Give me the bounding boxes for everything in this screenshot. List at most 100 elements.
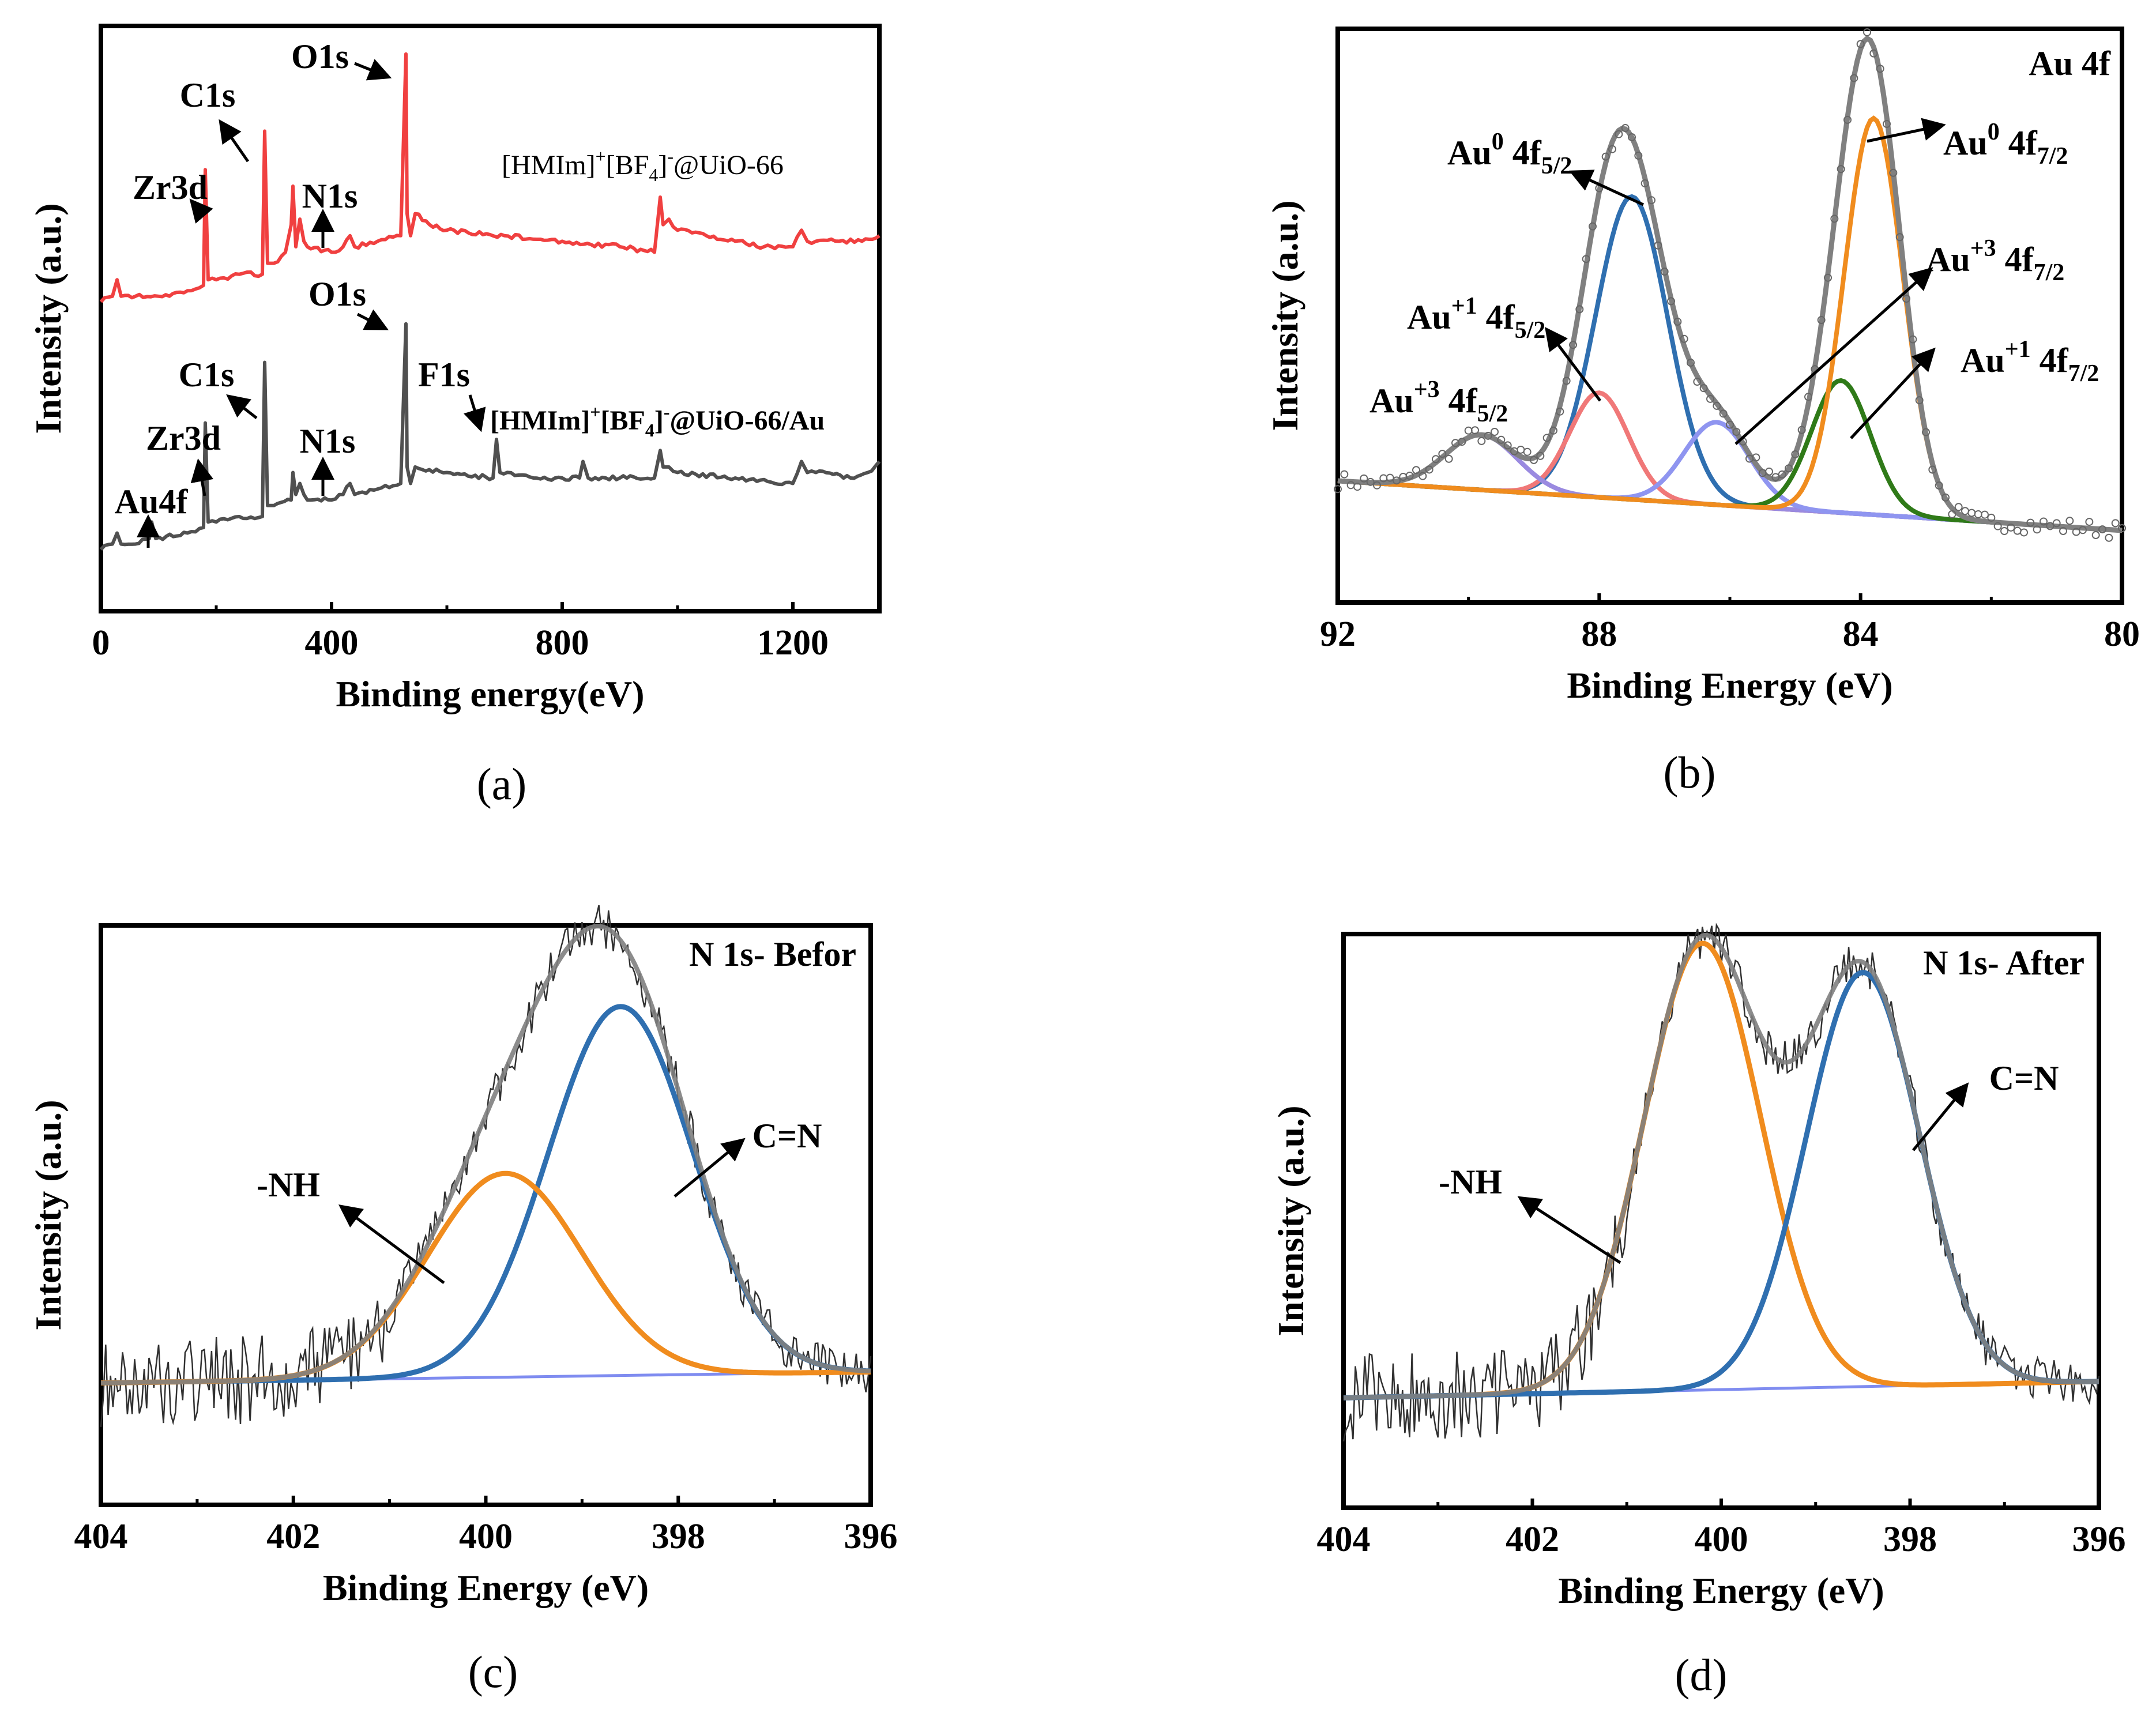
annotation-nh: -NH — [1439, 1163, 1502, 1201]
component-curve — [1337, 420, 2123, 533]
data-point — [1680, 334, 1688, 343]
arrow-o1s-black — [356, 309, 389, 330]
data-point — [1523, 447, 1532, 456]
data-point — [1987, 513, 1996, 522]
data-point — [1608, 145, 1616, 153]
data-point — [1444, 454, 1453, 463]
data-point — [2118, 524, 2126, 533]
data-point — [1393, 476, 1401, 485]
data-point — [1856, 40, 1865, 48]
data-point — [1386, 473, 1394, 482]
data-point — [1432, 455, 1440, 464]
data-point — [1405, 472, 1414, 480]
panel-d-n1s-after-chart: 404 402 400 398 396 Binding Energy (eV) Intens… — [1270, 923, 2126, 1611]
arrow-cn — [673, 1138, 746, 1198]
y-axis-label: Intensity (a.u.) — [1265, 200, 1305, 431]
data-point — [1928, 465, 1937, 474]
y-axis-label: Intensity (a.u.) — [28, 1100, 69, 1330]
x-tick-label: 404 — [74, 1517, 128, 1556]
data-point — [2079, 526, 2087, 534]
x-tick-label: 88 — [1581, 615, 1617, 654]
data-point — [1634, 151, 1643, 160]
data-point — [2059, 527, 2067, 536]
data-point — [1817, 316, 1826, 325]
caption-d: (d) — [1675, 1650, 1728, 1700]
x-tick-label: 80 — [2104, 615, 2140, 654]
data-point — [1981, 510, 1989, 519]
data-point — [2085, 518, 2094, 526]
data-point — [1713, 401, 1721, 410]
annotation-c1s-black: C1s — [179, 356, 235, 394]
annotation-au0-4f72: Au0 4f7/2 — [1943, 119, 2068, 170]
data-point — [1601, 152, 1610, 161]
x-tick-label: 398 — [652, 1517, 705, 1556]
arrow-c1s-red — [219, 119, 250, 163]
annotation-o1s-black: O1s — [308, 275, 366, 313]
data-point — [2091, 531, 2100, 540]
data-point — [1497, 435, 1506, 444]
data-point — [1863, 28, 1871, 36]
data-point — [1948, 510, 1956, 518]
envelope-curve — [1337, 35, 2123, 533]
chart-title: N 1s- After — [1923, 944, 2084, 982]
arrow-cn — [1912, 1082, 1969, 1151]
data-point — [1922, 428, 1930, 436]
data-point — [1954, 503, 1963, 511]
x-tick-label: 800 — [536, 623, 589, 662]
data-point — [1889, 168, 1898, 177]
data-point — [1366, 477, 1375, 486]
arrow-zr3d-red — [189, 198, 213, 224]
data-point — [1967, 509, 1976, 517]
data-point — [1438, 450, 1447, 458]
x-tick-label: 402 — [1506, 1520, 1559, 1559]
arrow-au1-4f72 — [1850, 347, 1936, 439]
data-point — [1824, 273, 1832, 282]
data-point — [1660, 268, 1669, 276]
data-point — [1530, 455, 1538, 464]
series-line-hmim-uio66 — [99, 52, 881, 303]
arrow-nh — [1517, 1196, 1621, 1264]
data-point — [2007, 523, 2015, 532]
data-point — [1993, 522, 2002, 530]
data-point — [1556, 407, 1564, 416]
data-point — [2046, 522, 2055, 530]
x-tick-label: 404 — [1317, 1520, 1371, 1559]
data-point — [1360, 474, 1368, 483]
chart-title: Au 4f — [2029, 44, 2111, 82]
data-point — [1458, 438, 1466, 446]
x-tick-label: 1200 — [757, 623, 829, 662]
data-point — [1491, 427, 1499, 436]
annotation-o1s-red: O1s — [291, 37, 349, 76]
envelope-curve — [101, 924, 871, 1386]
x-tick-label: 396 — [2072, 1520, 2126, 1559]
data-point — [1909, 335, 1917, 344]
data-point — [1503, 441, 1512, 450]
data-point — [1484, 431, 1492, 440]
data-point — [1654, 241, 1662, 250]
arrow-nh — [338, 1204, 445, 1285]
annotation-zr3d-black: Zr3d — [146, 419, 221, 457]
data-point — [1902, 295, 1910, 303]
x-tick-label: 400 — [305, 623, 359, 662]
data-point — [1876, 65, 1884, 73]
data-point — [1418, 472, 1427, 480]
series-line-hmim-uio66-au — [99, 322, 881, 551]
annotation-au1-4f52: Au+1 4f5/2 — [1407, 293, 1545, 344]
data-point — [2033, 525, 2041, 534]
data-point — [1895, 233, 1904, 242]
data-point — [1797, 426, 1806, 434]
data-point — [1628, 133, 1636, 141]
data-point — [1373, 481, 1381, 490]
data-point — [2065, 517, 2074, 525]
x-tick-label: 400 — [459, 1517, 513, 1556]
data-point — [1353, 483, 1361, 491]
data-point — [1883, 119, 1891, 128]
annotation-zr3d-red: Zr3d — [133, 168, 208, 206]
arrow-c1s-black — [226, 394, 258, 419]
x-tick-label: 400 — [1695, 1520, 1748, 1559]
plot-frame — [99, 24, 882, 613]
data-point — [1647, 196, 1655, 205]
data-point — [1732, 428, 1741, 436]
annotation-f1s-black: F1s — [418, 356, 470, 394]
annotation-au0-4f52: Au0 4f5/2 — [1447, 129, 1572, 179]
